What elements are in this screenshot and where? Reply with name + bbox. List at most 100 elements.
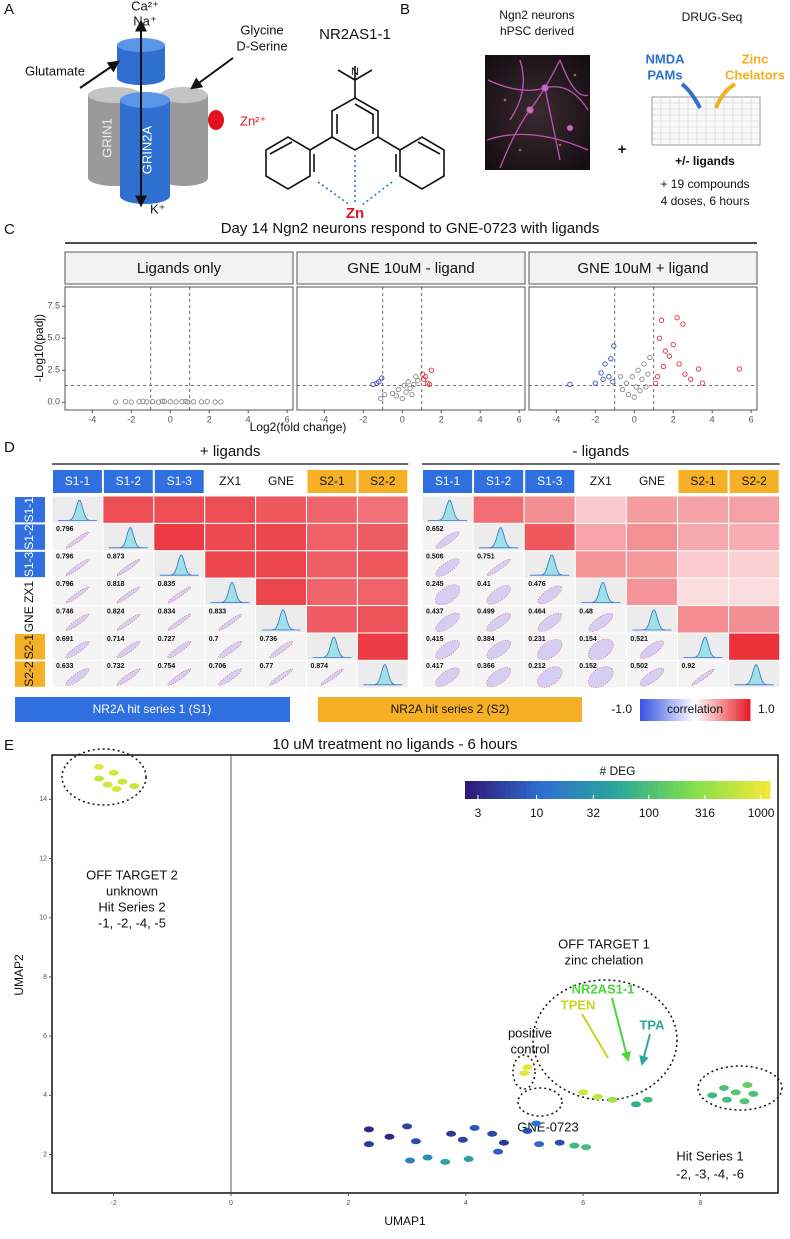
legend-gradient (729, 781, 735, 799)
point (363, 1126, 374, 1133)
correlation-cell (356, 522, 409, 552)
y-tick-label: 2 (43, 1151, 47, 1158)
col-label-box (423, 470, 473, 493)
point (642, 1096, 653, 1103)
point (167, 399, 173, 405)
correlation-cell (153, 495, 206, 524)
point (422, 374, 429, 380)
point (150, 399, 156, 405)
col-label: S2-1 (319, 474, 345, 488)
correlation-cell (255, 577, 308, 607)
point (198, 399, 205, 405)
point (676, 361, 682, 367)
zinc-label: Zn (346, 205, 364, 222)
scatter-cloud (116, 641, 141, 659)
correlation-value: 0.732 (107, 663, 125, 670)
scatter-cloud (116, 668, 141, 686)
chelator-label: Chelators (725, 67, 785, 82)
legend-gradient (662, 699, 666, 721)
correlation-cell (728, 605, 781, 634)
scatter-cell (204, 605, 257, 634)
point (190, 399, 197, 405)
legend-gradient (612, 781, 618, 799)
col-label: ZX1 (590, 474, 612, 488)
scatter-cloud (269, 641, 293, 659)
annotation-arrow (581, 1013, 609, 1059)
legend-gradient (470, 781, 476, 799)
point (645, 371, 651, 377)
scatter-cloud (434, 584, 461, 606)
scatter-cloud (269, 668, 293, 686)
point (440, 1158, 451, 1165)
legend-gradient (717, 699, 721, 721)
point (569, 1142, 580, 1149)
neuron-dots (503, 73, 577, 152)
assay-label: DRUG-Seq (682, 10, 743, 24)
correlation-value: 0.751 (477, 554, 495, 561)
zinc-site (208, 110, 224, 130)
correlation-value: 0.706 (209, 663, 227, 670)
legend-s2-label: NR2A hit series 2 (S2) (391, 702, 510, 716)
correlation-cell (677, 577, 730, 607)
correlation-cell (306, 577, 358, 607)
legend-gradient (515, 781, 522, 799)
legend-tick-label: 100 (639, 806, 659, 820)
x-tick-label: 6 (581, 1200, 585, 1207)
ligand-label: D-Serine (236, 38, 287, 53)
col-label: S2-2 (741, 474, 767, 488)
legend-s2 (318, 697, 582, 722)
point (212, 399, 218, 405)
y-tick-label: 5.0 (47, 333, 60, 343)
legend-gradient (653, 699, 657, 721)
correlation-value: 0.818 (107, 581, 125, 588)
correlation-cell (523, 495, 576, 524)
y-tick-label: 2.5 (47, 365, 60, 375)
legend-gradient (531, 781, 537, 799)
legend-gradient (673, 699, 677, 721)
x-tick-label: 4 (710, 414, 715, 424)
legend-gradient (686, 699, 690, 721)
point (111, 786, 122, 793)
panel-label: C (4, 221, 15, 238)
point (670, 342, 676, 348)
legend-gradient (719, 781, 725, 799)
correlation-value: 0.41 (477, 581, 491, 588)
compound-name: NR2AS1-1 (319, 26, 391, 43)
legend-gradient (587, 781, 593, 799)
point (401, 383, 407, 389)
annotation: TPEN (561, 997, 596, 1012)
legend-gradient (749, 781, 756, 799)
point (446, 1130, 457, 1137)
x-tick-label: 4 (464, 1200, 468, 1207)
col-label: GNE (639, 474, 665, 488)
point (420, 371, 426, 377)
point (617, 374, 624, 380)
col-label-box (154, 470, 204, 493)
scatter-cloud (537, 666, 563, 688)
subunit-label: GRIN1 (99, 118, 114, 158)
annotation: control (510, 1041, 549, 1056)
legend-tick-label: 3 (475, 806, 482, 820)
legend-gradient (724, 781, 730, 799)
legend-gradient (678, 781, 685, 799)
point (607, 1096, 618, 1103)
correlation-value: 0.506 (426, 554, 444, 561)
correlation-cell (356, 605, 409, 634)
correlation-value: 0.714 (107, 636, 125, 643)
chelation-lines (317, 155, 393, 206)
density-curve (108, 527, 148, 549)
point (173, 399, 179, 405)
correlation-value: 0.417 (426, 663, 444, 670)
facet-frame (64, 286, 294, 411)
panel-label: A (4, 1, 14, 18)
col-label: S2-2 (370, 474, 396, 488)
point (395, 386, 401, 393)
ion-label: K⁺ (150, 201, 166, 216)
facet-frame (296, 286, 526, 411)
legend-gradient (602, 781, 608, 799)
point (113, 399, 119, 405)
cylinder-top (160, 87, 208, 103)
point (183, 398, 189, 405)
x-tick-label: -2 (111, 1200, 117, 1207)
neurites (486, 59, 589, 169)
